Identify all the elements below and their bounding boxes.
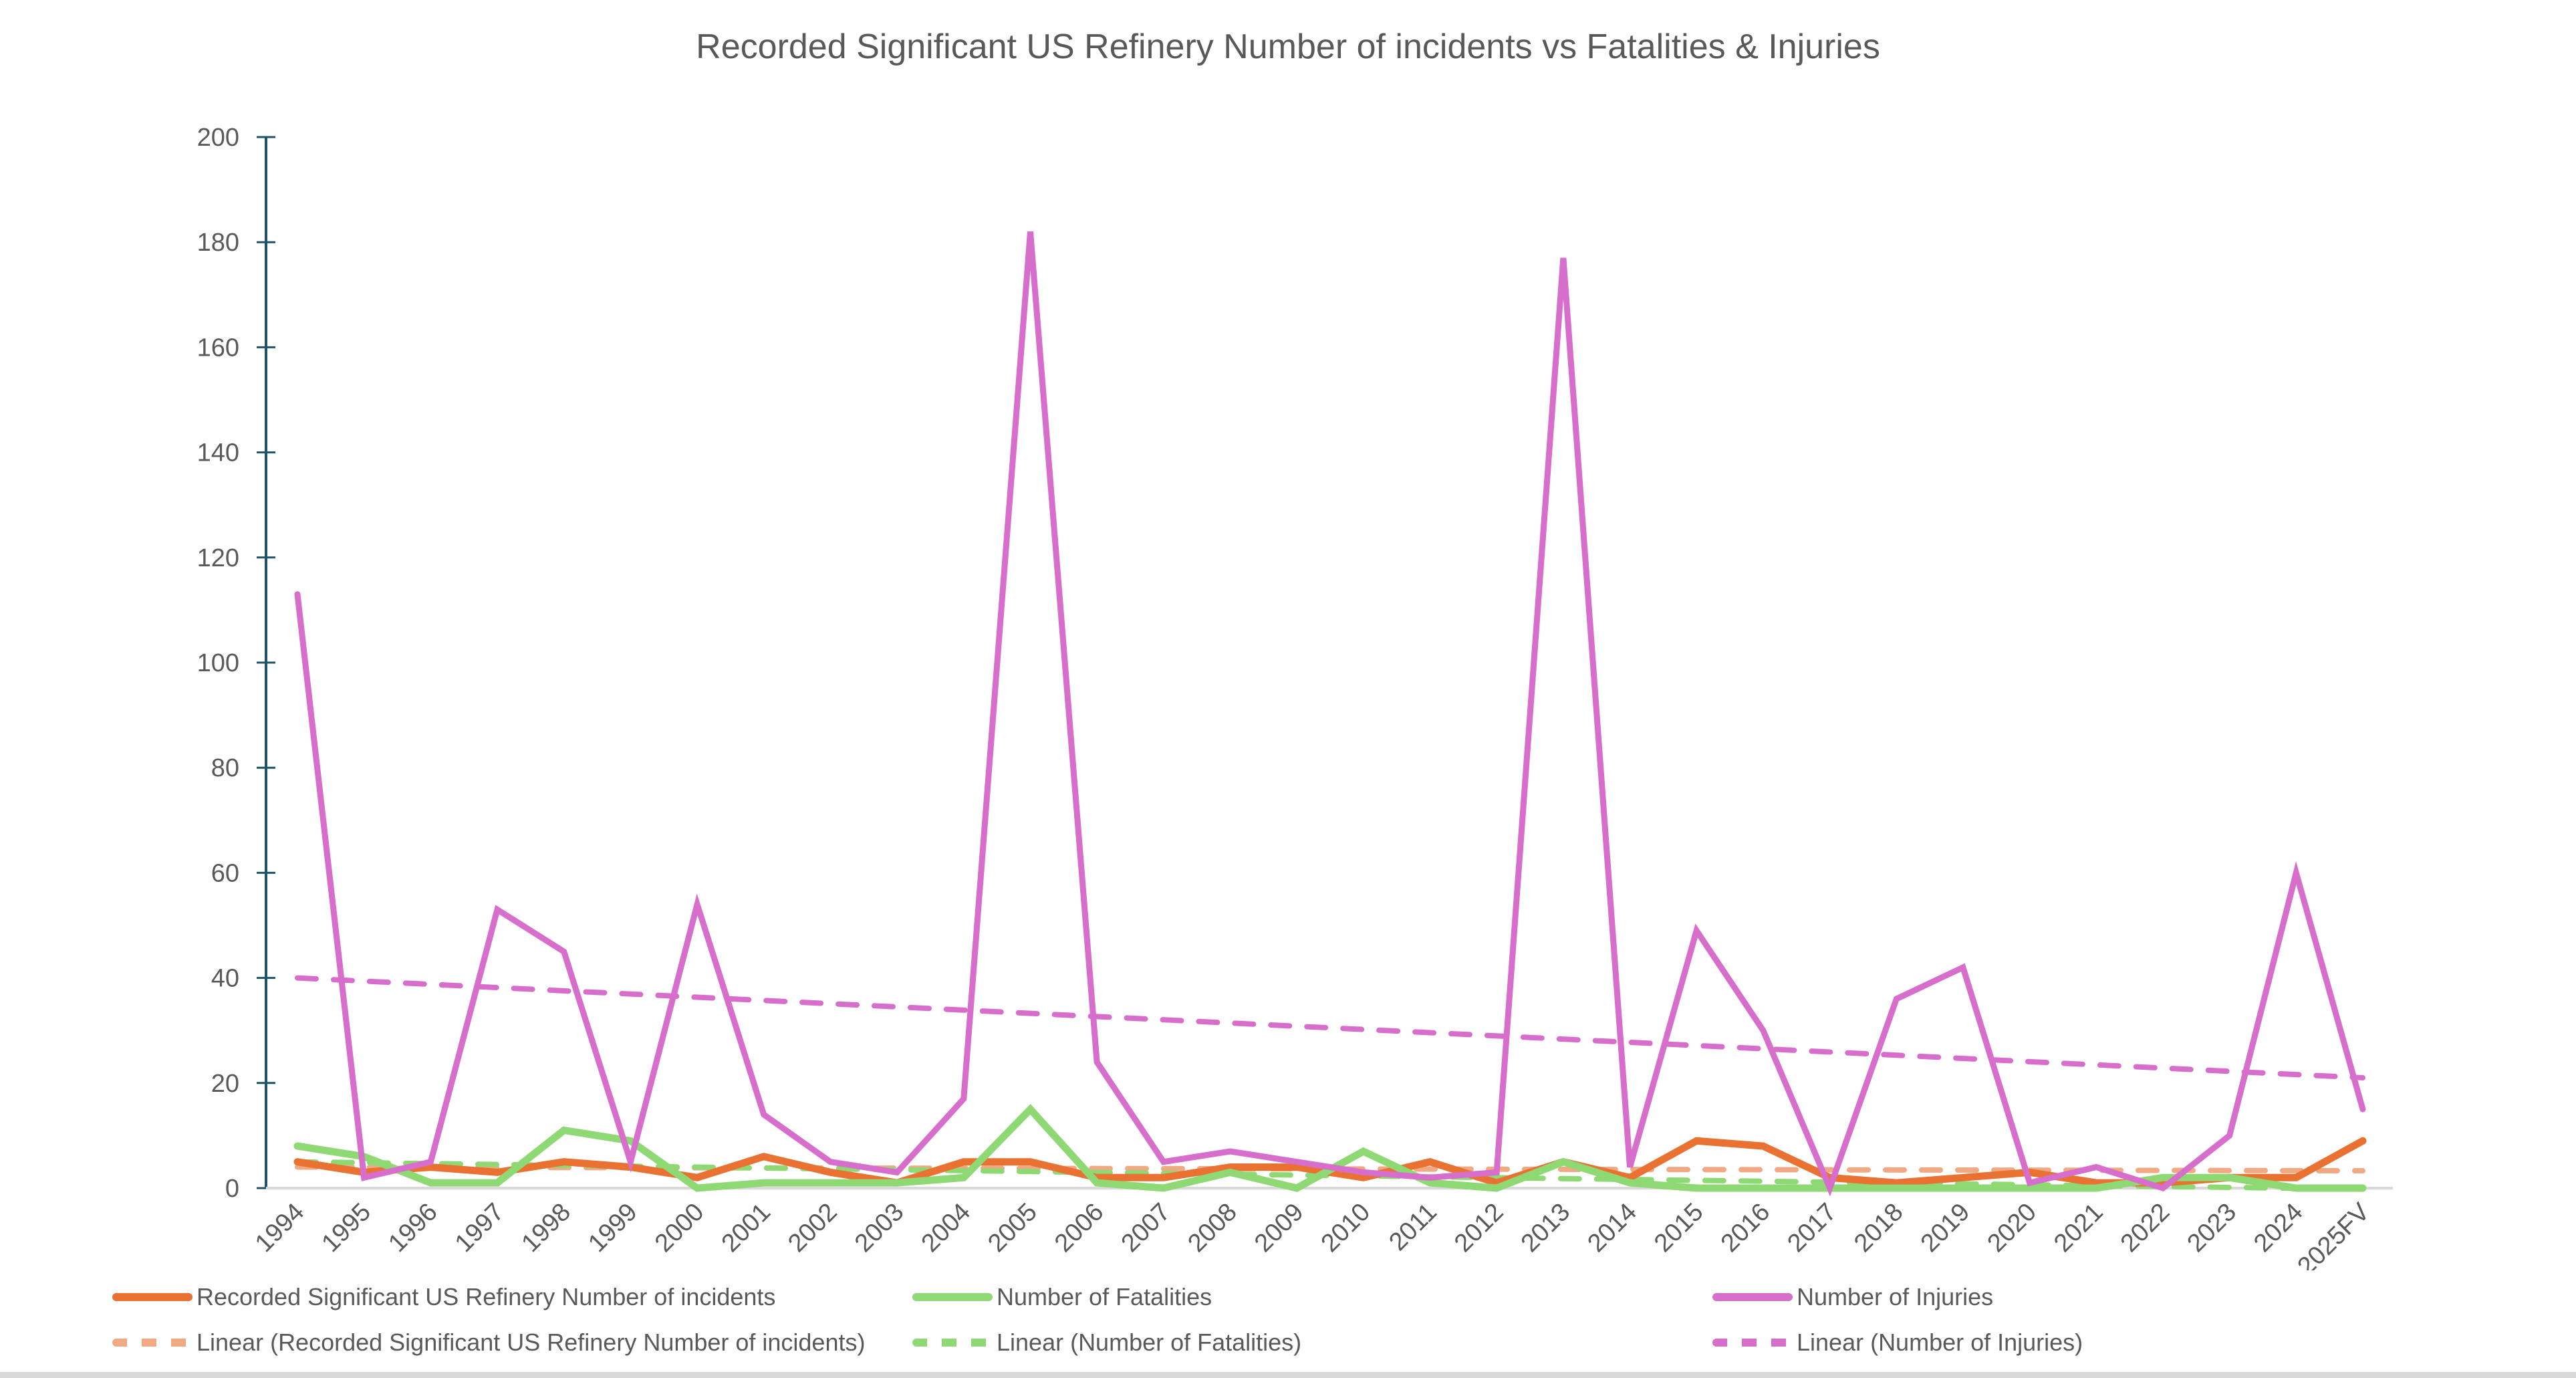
legend-item-fatalities[interactable]: Number of Fatalities: [912, 1277, 1212, 1317]
x-tick-label: 2018: [1849, 1198, 1908, 1258]
x-tick-label: 1998: [517, 1198, 576, 1258]
x-tick-label: 1999: [583, 1198, 642, 1258]
x-tick-label: 2025FV: [2293, 1197, 2375, 1270]
x-tick-label: 2022: [2115, 1198, 2175, 1258]
x-tick-label: 2009: [1249, 1198, 1309, 1258]
x-axis: 1994 1995 1996 1997 1998 1999 2000 2001 2002 2003…: [250, 1187, 2393, 1270]
x-tick-label: 2014: [1582, 1198, 1642, 1258]
legend-label: Number of Injuries: [1797, 1283, 1994, 1310]
x-tick-label: 2000: [650, 1198, 709, 1258]
legend-swatch-fatalities: [912, 1293, 993, 1301]
legend-swatch-linear-injuries: [1712, 1339, 1793, 1347]
x-tick-label: 2003: [850, 1198, 909, 1258]
x-tick-label: 2019: [1916, 1198, 1975, 1258]
x-tick-label: 2001: [717, 1198, 776, 1258]
x-tick-label: 2016: [1716, 1198, 1775, 1258]
y-axis: 0 20 40 60 80 100 120 140 160 180 200: [197, 124, 275, 1203]
y-tick-label: 0: [225, 1175, 239, 1203]
legend-label: Linear (Number of Injuries): [1797, 1329, 2083, 1356]
x-tick-label: 2011: [1384, 1198, 1442, 1256]
x-tick-label: 2012: [1449, 1198, 1509, 1258]
legend-swatch-linear-fatalities: [912, 1339, 993, 1347]
series-injuries: [294, 231, 2366, 1197]
legend-item-incidents[interactable]: Recorded Significant US Refinery Number …: [112, 1277, 775, 1317]
x-tick-label: 2015: [1649, 1198, 1708, 1258]
x-tick-label: 2020: [1982, 1198, 2041, 1258]
y-tick-label: 180: [197, 229, 239, 257]
x-tick-label: 2017: [1782, 1198, 1841, 1258]
x-tick-label: 2010: [1316, 1198, 1376, 1258]
y-tick-label: 100: [197, 649, 239, 677]
y-tick-label: 140: [197, 439, 239, 467]
legend-label: Recorded Significant US Refinery Number …: [197, 1283, 776, 1310]
y-tick-label: 60: [211, 859, 239, 887]
legend-swatch-linear-incidents: [112, 1339, 192, 1347]
legend-label: Linear (Number of Fatalities): [997, 1329, 1302, 1356]
x-tick-label: 1994: [250, 1198, 309, 1258]
legend-swatch-incidents: [112, 1293, 192, 1301]
x-tick-label: 1996: [383, 1198, 442, 1258]
x-tick-label: 2008: [1182, 1198, 1242, 1258]
trendline-injuries: [295, 975, 2365, 1080]
y-tick-label: 160: [197, 334, 239, 362]
legend-swatch-injuries: [1712, 1293, 1793, 1301]
series-lines: [293, 231, 2367, 1197]
legend-item-injuries[interactable]: Number of Injuries: [1712, 1277, 1993, 1317]
x-tick-label: 2023: [2182, 1198, 2242, 1258]
legend-label: Linear (Recorded Significant US Refinery…: [197, 1329, 866, 1356]
x-tick-label: 1997: [450, 1198, 509, 1258]
y-tick-label: 200: [197, 124, 239, 152]
x-tick-label: 2004: [916, 1198, 976, 1258]
x-tick-label: 2006: [1049, 1198, 1109, 1258]
x-tick-label: 2005: [983, 1198, 1042, 1258]
x-tick-label: 2013: [1516, 1198, 1575, 1258]
x-tick-label: 1995: [317, 1198, 376, 1258]
y-tick-label: 120: [197, 544, 239, 572]
legend-item-linear-injuries[interactable]: Linear (Number of Injuries): [1712, 1323, 2083, 1363]
x-tick-label: 2007: [1116, 1198, 1176, 1258]
y-tick-label: 20: [211, 1070, 239, 1098]
x-tick-label: 2024: [2248, 1198, 2308, 1258]
chart-title: Recorded Significant US Refinery Number …: [696, 27, 1880, 66]
legend-item-linear-fatalities[interactable]: Linear (Number of Fatalities): [912, 1323, 1301, 1363]
y-tick-label: 40: [211, 965, 239, 993]
legend-item-linear-incidents[interactable]: Linear (Recorded Significant US Refinery…: [112, 1323, 865, 1363]
y-tick-label: 80: [211, 754, 239, 782]
plot-area: 0 20 40 60 80 100 120 140 160 180 200 1994 1995 1996…: [197, 124, 2393, 1270]
legend-label: Number of Fatalities: [997, 1283, 1212, 1310]
x-tick-label: 2021: [2049, 1198, 2108, 1258]
x-tick-label: 2002: [783, 1198, 842, 1258]
